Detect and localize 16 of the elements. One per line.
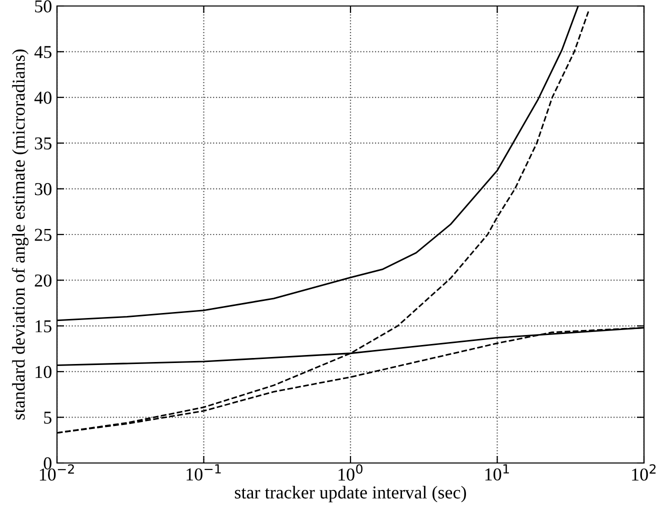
y-tick-label: 15: [36, 320, 52, 332]
y-tick-label: 50: [35, 0, 52, 12]
y-tick-label: 30: [34, 183, 52, 196]
y-tick-label: 45: [34, 46, 52, 58]
y-tick-label: 5: [44, 412, 52, 424]
x-tick-label: 10$^{0}$: [338, 464, 362, 481]
y-axis-title: standard deviation of angle estimate (microradians): [12, 50, 29, 420]
x-tick-label: 10$^{1}$: [485, 464, 509, 480]
x-tick-label: 10$^{−1}$: [186, 464, 221, 480]
x-axis-title: star tracker update interval (sec): [234, 486, 466, 502]
y-tick-label: 25: [34, 228, 52, 241]
y-tick-label: 20: [34, 274, 52, 287]
x-tick-label: 10$^{2}$: [632, 464, 656, 481]
y-tick-label: 40: [34, 92, 52, 104]
y-tick-label: 10: [36, 366, 52, 378]
y-tick-label: 35: [34, 137, 52, 150]
